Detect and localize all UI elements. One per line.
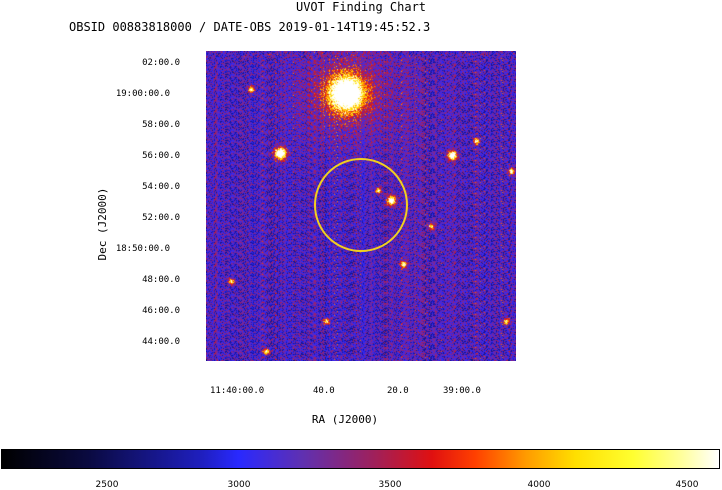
ra-tick: 11:40:00.0 [210,386,265,396]
target-circle-overlay [314,158,408,252]
dec-tick: 44:00.0 [142,337,180,347]
dec-tick: 46:00.0 [142,306,180,316]
colorbar-tick: 4500 [675,480,699,490]
dec-tick: 48:00.0 [142,275,180,285]
target-region-circle [314,158,408,252]
chart-subtitle: OBSID 00883818000 / DATE-OBS 2019-01-14T… [69,20,431,34]
chart-title: UVOT Finding Chart [295,0,427,14]
ra-tick: 39:00.0 [443,386,481,396]
dec-tick: 54:00.0 [142,182,180,192]
ra-tick: 20.0 [387,386,409,396]
sky-image [206,51,516,361]
dec-tick: 18:50:00.0 [115,244,170,254]
colorbar-tick: 4000 [527,480,551,490]
colorbar-tick: 2500 [95,480,119,490]
dec-tick: 58:00.0 [142,120,180,130]
ra-tick: 40.0 [313,386,335,396]
dec-axis-label: Dec (J2000) [96,187,109,261]
colorbar [1,449,720,469]
ra-axis-label: RA (J2000) [311,413,379,426]
dec-tick: 52:00.0 [142,213,180,223]
dec-tick: 19:00:00.0 [115,89,170,99]
colorbar-tick: 3000 [227,480,251,490]
dec-tick: 02:00.0 [142,58,180,68]
colorbar-tick: 3500 [378,480,402,490]
dec-tick: 56:00.0 [142,151,180,161]
